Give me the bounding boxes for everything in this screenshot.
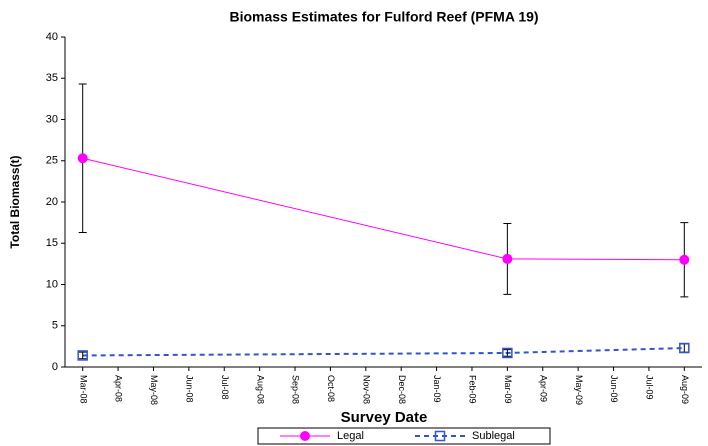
x-tick-label: Aug-08 [255, 375, 265, 404]
y-tick-label: 20 [46, 196, 58, 208]
x-tick-label: Jul-09 [645, 375, 655, 400]
y-axis-label: Total Biomass(t) [8, 155, 22, 248]
x-tick-label: May-09 [574, 375, 584, 405]
x-tick-label: Apr-09 [538, 375, 548, 402]
legend-marker [300, 431, 310, 441]
y-tick-label: 40 [46, 31, 58, 43]
point [679, 254, 690, 265]
error-bar [78, 351, 87, 360]
x-tick-label: May-08 [149, 375, 159, 405]
legend-marker [434, 430, 446, 442]
x-tick-label: Oct-08 [326, 375, 336, 402]
point [77, 350, 88, 361]
x-tick-label: Jun-09 [609, 375, 619, 403]
y-tick-label: 30 [46, 113, 58, 125]
x-tick-label: Feb-09 [468, 375, 478, 404]
x-tick-label: Mar-09 [503, 375, 513, 404]
y-tick-label: 25 [46, 155, 58, 167]
y-tick-label: 10 [46, 278, 58, 290]
legend-label: Legal [337, 430, 364, 442]
legend-box [257, 427, 551, 445]
x-tick-label: Jan-09 [432, 375, 442, 403]
y-tick-label: 35 [46, 72, 58, 84]
x-tick-label: Sep-08 [291, 375, 301, 404]
point [502, 253, 513, 264]
x-axis-label: Survey Date [341, 409, 428, 426]
x-tick-label: Dec-08 [397, 375, 407, 404]
y-tick-label: 0 [52, 361, 58, 373]
y-tick-label: 15 [46, 237, 58, 249]
legend-label: Sublegal [472, 430, 515, 442]
x-tick-label: Jul-08 [220, 375, 230, 400]
x-tick-label: Nov-08 [361, 375, 371, 404]
point [502, 347, 513, 359]
series-line [82, 157, 685, 261]
point [679, 342, 690, 354]
point [77, 153, 88, 164]
error-bar [503, 349, 512, 357]
x-tick-label: Apr-08 [114, 375, 124, 402]
chart-title: Biomass Estimates for Fulford Reef (PFMA… [229, 9, 538, 25]
x-tick-label: Mar-08 [78, 375, 88, 404]
series-line [82, 347, 685, 357]
x-tick-label: Aug-09 [680, 375, 690, 404]
x-tick-label: Jun-08 [184, 375, 194, 403]
y-tick-label: 5 [52, 320, 58, 332]
